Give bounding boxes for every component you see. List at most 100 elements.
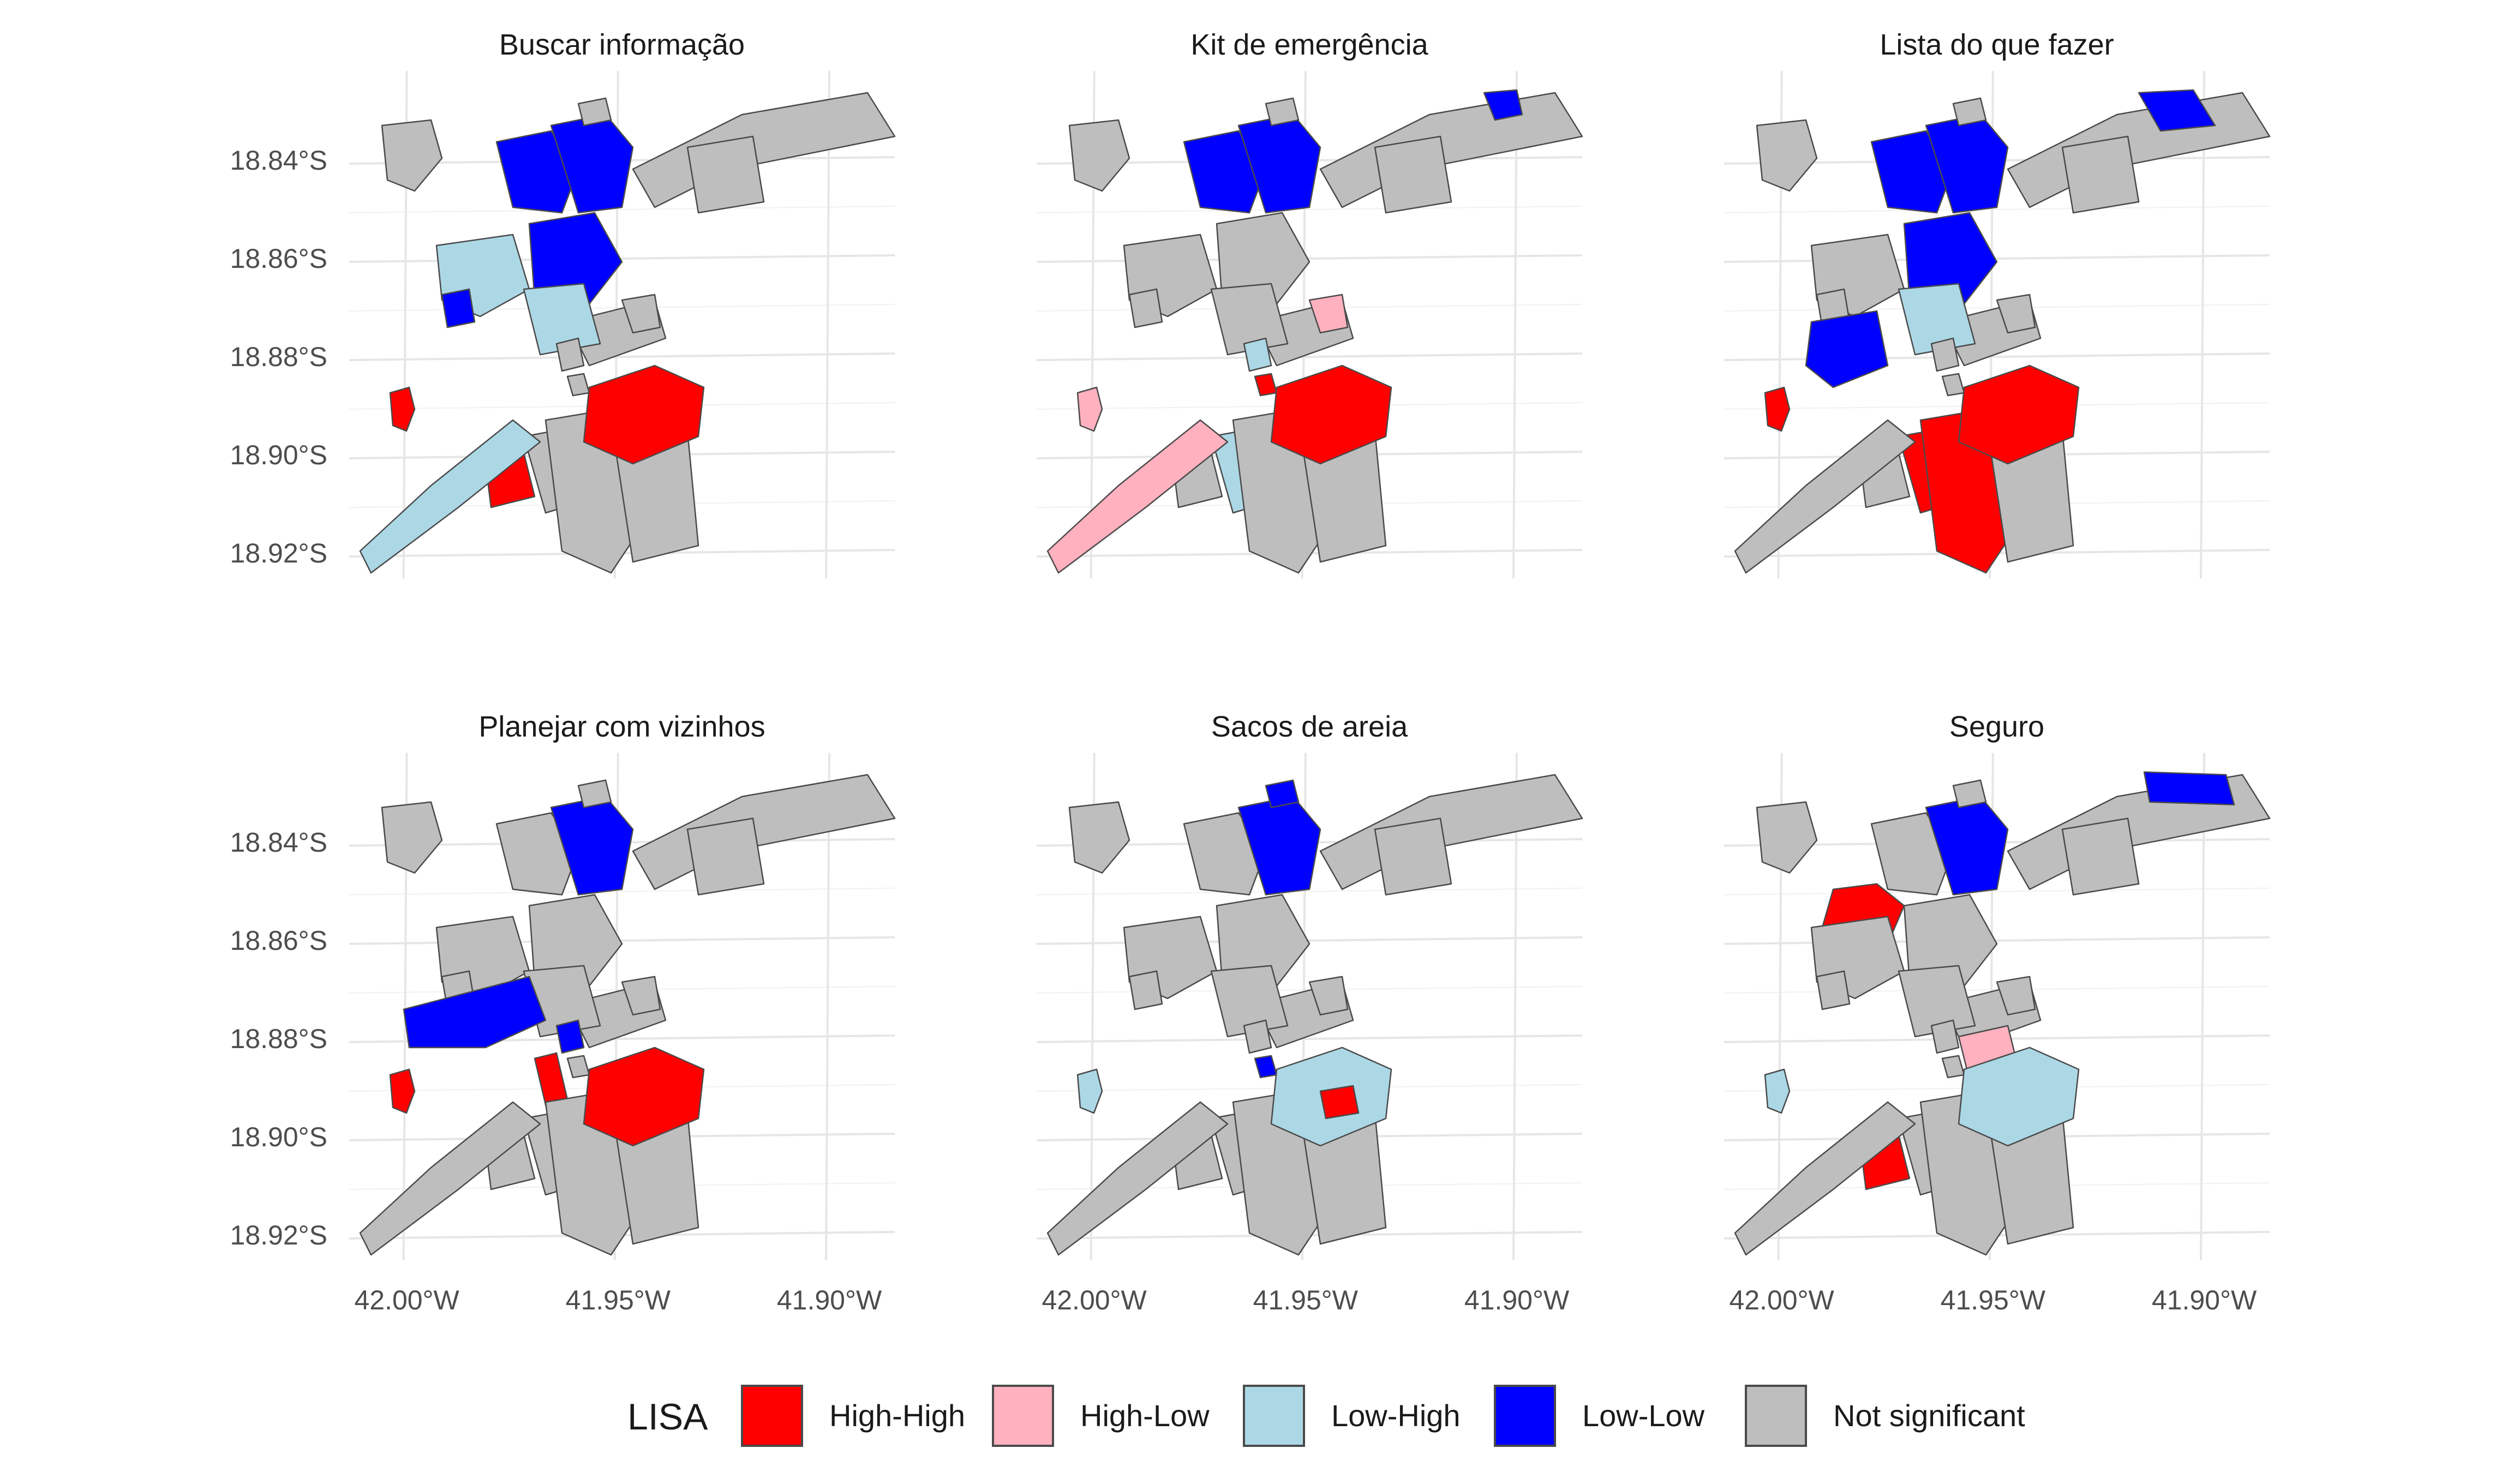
legend: LISA High-High High-Low Low-High Low-Low Not … bbox=[627, 1385, 2025, 1447]
region-north-top bbox=[577, 97, 612, 127]
region-southwest-strip bbox=[1046, 1101, 1229, 1256]
y-tick-label: 18.84°S bbox=[230, 827, 327, 858]
region-layer bbox=[1734, 771, 2271, 1256]
region-layer bbox=[1734, 89, 2271, 574]
region-far-west-islet bbox=[1076, 1068, 1103, 1114]
region-west-mid-block bbox=[1805, 310, 1889, 388]
region-center-tiny-b bbox=[1254, 373, 1278, 397]
grid-line-lat-2 bbox=[1036, 1034, 1583, 1043]
legend-key-low-low bbox=[1494, 1385, 1556, 1447]
panel-title: Kit de emergência bbox=[1190, 28, 1428, 61]
grid-line-lat-2 bbox=[1036, 352, 1583, 361]
region-north-top bbox=[1265, 779, 1300, 809]
region-ne-arm bbox=[2007, 92, 2271, 208]
grid-line-lat-2 bbox=[349, 352, 895, 361]
panel-title: Planejar com vizinhos bbox=[478, 710, 765, 743]
region-east-far bbox=[2061, 135, 2140, 214]
region-central-south bbox=[1898, 283, 1976, 356]
region-central-small bbox=[621, 976, 661, 1016]
region-northeast-tip-wide bbox=[2143, 771, 2235, 806]
map-panel-3: Lista do que fazer bbox=[1724, 28, 2271, 579]
region-southwest-strip bbox=[359, 419, 541, 574]
region-east-river bbox=[1958, 364, 2080, 465]
region-southwest-strip bbox=[1046, 419, 1229, 574]
region-central-small bbox=[1308, 294, 1349, 334]
region-layer bbox=[359, 92, 896, 574]
region-center-tiny-a bbox=[1930, 337, 1960, 372]
region-east-far bbox=[2061, 817, 2140, 896]
region-west-small bbox=[441, 288, 476, 328]
region-north-block-a bbox=[1183, 130, 1267, 214]
region-layer bbox=[359, 774, 896, 1256]
panel-title: Lista do que fazer bbox=[1880, 28, 2114, 61]
y-tick-label: 18.88°S bbox=[230, 342, 327, 372]
y-tick-label: 18.84°S bbox=[230, 145, 327, 176]
region-east-river bbox=[1958, 1046, 2080, 1147]
x-tick-label: 41.90°W bbox=[2152, 1285, 2257, 1315]
region-center-tiny-b bbox=[566, 373, 590, 397]
grid-minor-lat-0 bbox=[349, 888, 895, 895]
grid-minor-lat-0 bbox=[1724, 888, 2270, 895]
legend-label: Low-High bbox=[1331, 1398, 1461, 1433]
legend-key-high-low bbox=[992, 1385, 1054, 1447]
grid-line-lon-2 bbox=[1512, 752, 1518, 1261]
region-center-tiny-a bbox=[555, 337, 585, 372]
y-tick-label: 18.90°S bbox=[230, 1122, 327, 1152]
region-central-south bbox=[523, 283, 601, 356]
x-tick-label: 41.95°W bbox=[1253, 1285, 1359, 1315]
region-layer bbox=[1046, 89, 1583, 574]
region-northeast-tip bbox=[1483, 89, 1523, 121]
region-north-block-a bbox=[1870, 812, 1954, 896]
region-northeast-east bbox=[2138, 89, 2216, 132]
region-center-tiny-b bbox=[1254, 1055, 1278, 1079]
y-tick-label: 18.86°S bbox=[230, 925, 327, 956]
region-ne-arm bbox=[1319, 92, 1583, 208]
region-far-west-islet bbox=[1764, 386, 1791, 432]
region-far-west-nw bbox=[381, 119, 443, 192]
y-tick-label: 18.92°S bbox=[230, 1220, 327, 1250]
region-central-small bbox=[1996, 976, 2036, 1016]
grid-line-lon-2 bbox=[2200, 70, 2205, 579]
region-center-tiny-a bbox=[1243, 1019, 1272, 1054]
x-tick-label: 41.95°W bbox=[566, 1285, 671, 1315]
panel-title: Sacos de areia bbox=[1211, 710, 1408, 743]
legend-key-not-significant bbox=[1745, 1385, 1807, 1447]
grid-line-lon-2 bbox=[1512, 70, 1518, 579]
map-panel-2: Kit de emergência bbox=[1036, 28, 1583, 579]
x-tick-label: 41.95°W bbox=[1941, 1285, 2046, 1315]
region-west-small bbox=[1128, 970, 1163, 1010]
region-far-west-islet bbox=[1076, 386, 1103, 432]
region-far-west-islet bbox=[389, 1068, 416, 1114]
region-center-tiny-a bbox=[555, 1019, 585, 1054]
region-west-arm bbox=[403, 976, 547, 1049]
grid-minor-lat-0 bbox=[1036, 888, 1583, 895]
region-north-block-a bbox=[1183, 812, 1267, 896]
panel-title: Buscar informação bbox=[499, 28, 745, 61]
legend-label: Not significant bbox=[1833, 1398, 2025, 1433]
region-center-tiny-b bbox=[566, 1055, 590, 1079]
grid-line-lon-2 bbox=[825, 752, 830, 1261]
grid-line-lon-2 bbox=[825, 70, 830, 579]
map-panel-4: Planejar com vizinhos 18.84°S 18.86°S 18.88… bbox=[230, 710, 896, 1315]
y-tick-label: 18.92°S bbox=[230, 538, 327, 569]
y-tick-label: 18.88°S bbox=[230, 1024, 327, 1054]
legend-label: High-Low bbox=[1080, 1398, 1210, 1433]
region-north-top bbox=[1952, 97, 1987, 127]
region-far-west-nw bbox=[1756, 119, 1818, 192]
panel-title: Seguro bbox=[1949, 710, 2044, 743]
region-north-top bbox=[1952, 779, 1987, 809]
region-far-west-nw bbox=[1068, 801, 1130, 874]
y-tick-label: 18.86°S bbox=[230, 243, 327, 274]
region-east-river-core bbox=[1319, 1085, 1360, 1120]
map-panel-5: Sacos de areia 42.00°W 41.95°W 41.90°W bbox=[1036, 710, 1583, 1315]
region-southwest-strip bbox=[1734, 1101, 1916, 1256]
grid-minor-lat-0 bbox=[1724, 206, 2270, 213]
region-east-river bbox=[1270, 364, 1392, 465]
region-far-west-nw bbox=[1068, 119, 1130, 192]
region-far-west-nw bbox=[1756, 801, 1818, 874]
grid-minor-lat-0 bbox=[1036, 206, 1583, 213]
region-east-river bbox=[583, 1046, 705, 1147]
legend-title: LISA bbox=[627, 1396, 708, 1438]
region-central-south bbox=[1898, 965, 1976, 1038]
